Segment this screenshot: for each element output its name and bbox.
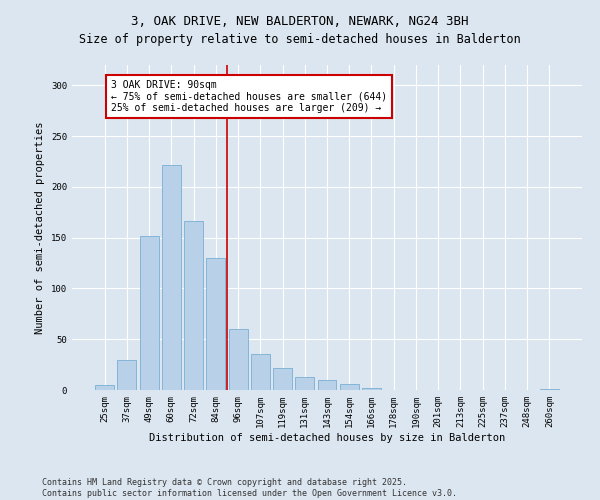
- Y-axis label: Number of semi-detached properties: Number of semi-detached properties: [35, 121, 46, 334]
- Bar: [95, 385, 114, 390]
- Bar: [317, 380, 337, 390]
- Bar: [118, 360, 136, 390]
- Text: Contains HM Land Registry data © Crown copyright and database right 2025.
Contai: Contains HM Land Registry data © Crown c…: [42, 478, 457, 498]
- Bar: [540, 389, 559, 390]
- Bar: [206, 258, 225, 390]
- Text: 3, OAK DRIVE, NEW BALDERTON, NEWARK, NG24 3BH: 3, OAK DRIVE, NEW BALDERTON, NEWARK, NG2…: [131, 15, 469, 28]
- Bar: [251, 354, 270, 390]
- Bar: [184, 222, 203, 390]
- Bar: [295, 377, 314, 390]
- Bar: [229, 329, 248, 390]
- Bar: [162, 164, 181, 390]
- Bar: [273, 368, 292, 390]
- Text: Size of property relative to semi-detached houses in Balderton: Size of property relative to semi-detach…: [79, 32, 521, 46]
- Bar: [340, 384, 359, 390]
- Bar: [140, 236, 158, 390]
- Text: 3 OAK DRIVE: 90sqm
← 75% of semi-detached houses are smaller (644)
25% of semi-d: 3 OAK DRIVE: 90sqm ← 75% of semi-detache…: [112, 80, 388, 114]
- Bar: [362, 388, 381, 390]
- X-axis label: Distribution of semi-detached houses by size in Balderton: Distribution of semi-detached houses by …: [149, 432, 505, 442]
